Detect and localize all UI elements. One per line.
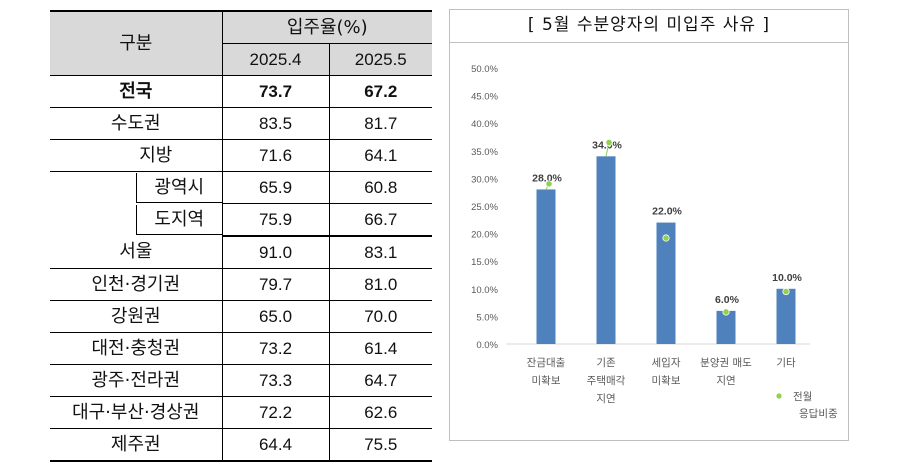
table-row: 대구·부산·경상권 72.2 62.6 [50,396,433,429]
x-category-label: 잔금대출 [527,357,566,369]
y-tick-label: 10.0% [471,285,498,296]
table-row: 서울 91.0 83.1 [50,236,433,269]
table-row: 제주권 64.4 75.5 [50,428,433,462]
y-tick-label: 40.0% [471,119,498,130]
rate-may: 62.6 [329,396,433,429]
table-row: 전국 73.7 67.2 [50,75,433,108]
rate-may: 83.1 [329,236,433,269]
y-tick-label: 50.0% [471,64,498,75]
x-category-label: 분양권 매도 [700,357,752,369]
chart-panel: 0.0% 5.0% 10.0% 15.0% 20.0% 25.0% 30.0% 35.0% 40… [449,9,849,441]
region-label: 전국 [50,75,223,108]
y-tick-label: 45.0% [471,92,498,103]
region-label: 수도권 [50,107,223,140]
region-label: 지방 [50,139,223,172]
bar-chart: 0.0% 5.0% 10.0% 15.0% 20.0% 25.0% 30.0% 35.0% 40… [471,64,838,420]
table-header-row-1: 구분 입주율(%) [50,10,433,76]
prev-month-marker [605,138,613,147]
y-tick-label: 35.0% [471,147,498,158]
rate-april: 73.2 [222,332,330,365]
table-header-row-2: 2025.4 2025.5 [50,43,433,76]
chart-title: [ 5월 수분양자의 미입주 사유 ] [450,10,848,43]
rate-april: 65.9 [222,171,330,204]
region-label: 대구·부산·경상권 [50,396,223,429]
rate-may: 60.8 [329,171,433,204]
rate-may: 67.2 [329,75,433,108]
rate-april: 72.2 [222,396,330,429]
region-label: 제주권 [50,428,223,462]
bar [716,310,736,344]
rate-may: 75.5 [329,428,433,462]
region-label: 도지역 [137,205,221,235]
rate-may: 66.7 [329,203,433,237]
rate-april: 79.7 [222,268,330,301]
prev-month-marker [722,308,730,316]
region-label: 광주·전라권 [50,364,223,397]
table-row: 광주·전라권 73.3 64.7 [50,364,433,397]
x-category-label: 주택매각 [587,375,626,387]
region-label: 광역시 [137,173,221,203]
table-row: 대전·충청권 73.2 61.4 [50,332,433,365]
x-category-label: 기타 [776,357,796,369]
x-category-label: 지연 [716,375,735,387]
bar [776,288,796,344]
prev-month-marker [782,287,790,296]
header-occupancy-rate: 입주율(%) [222,10,433,44]
bar [656,222,676,344]
region-label: 대전·충청권 [50,332,223,365]
table-row: 지방 71.6 64.1 [50,139,433,172]
rate-may: 70.0 [329,300,433,333]
rate-april: 73.7 [222,75,330,108]
bar [596,156,616,344]
header-period-may: 2025.5 [329,43,433,76]
occupancy-rate-table: 구분 입주율(%) 2025.4 2025.5 전국 73.7 67.2 수도권 83.… [50,10,433,462]
rate-april: 83.5 [222,107,330,140]
region-label: 서울 [50,236,223,269]
x-category-label: 기존 [596,357,616,369]
x-category-label: 세입자 [652,356,681,369]
x-category-label: 지연 [596,393,615,405]
bar-value-label: 22.0% [652,206,682,218]
y-tick-label: 0.0% [476,340,498,351]
bar-value-label: 10.0% [772,272,802,284]
region-label: 인천·경기권 [50,268,223,301]
rate-may: 64.1 [329,139,433,172]
rate-april: 65.0 [222,300,330,333]
rate-april: 64.4 [222,428,330,462]
table-body: 구분 입주율(%) 2025.4 2025.5 전국 73.7 67.2 수도권 83.… [50,10,433,462]
rate-april: 91.0 [222,236,330,269]
legend-label: 전월 [793,391,812,403]
rate-april: 71.6 [222,139,330,172]
table-row: 인천·경기권 79.7 81.0 [50,268,433,301]
bar-value-label: 6.0% [715,294,740,306]
y-tick-label: 25.0% [471,202,498,213]
region-cell: 도지역 [50,203,223,236]
y-tick-label: 15.0% [471,257,498,268]
region-cell: 광역시 [50,171,223,204]
x-category-label: 미확보 [532,374,561,387]
table-row: 수도권 83.5 81.7 [50,107,433,140]
rate-april: 73.3 [222,364,330,397]
rate-may: 64.7 [329,364,433,397]
prev-month-marker [545,180,553,188]
y-tick-label: 30.0% [471,174,498,185]
header-period-april: 2025.4 [222,43,330,76]
table-row: 강원권 65.0 70.0 [50,300,433,333]
table-row: 광역시 65.9 60.8 [50,171,433,204]
rate-may: 81.0 [329,268,433,301]
table-row: 도지역 75.9 66.7 [50,203,433,237]
legend-label: 응답비중 [799,408,838,420]
rate-may: 81.7 [329,107,433,140]
x-category-label: 미확보 [652,374,681,387]
bar-value-label: 28.0% [532,172,562,184]
legend-marker [776,393,782,399]
prev-month-marker [662,234,670,242]
rate-may: 61.4 [329,332,433,365]
y-tick-label: 5.0% [476,312,498,323]
region-label: 강원권 [50,300,223,333]
rate-april: 75.9 [222,203,330,237]
y-tick-label: 20.0% [471,230,498,241]
header-category: 구분 [50,10,223,76]
bar [536,189,556,344]
